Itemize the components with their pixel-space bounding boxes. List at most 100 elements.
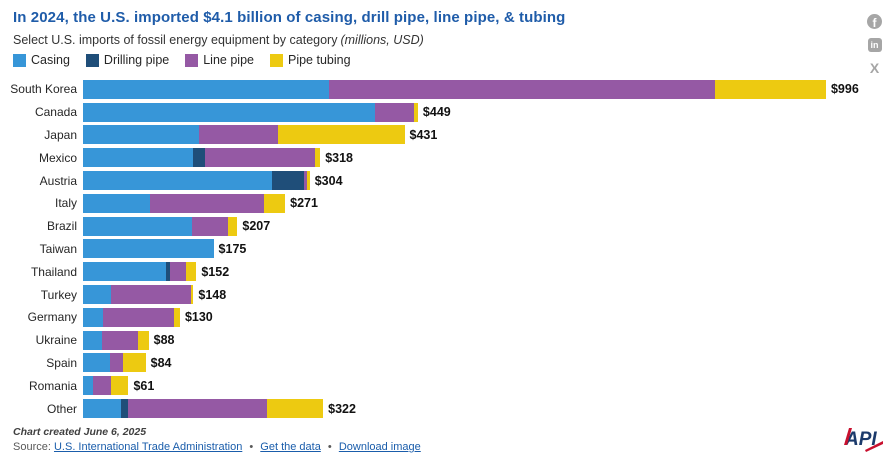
x-twitter-share-icon[interactable]: X (869, 60, 880, 76)
bar-segment[interactable] (191, 285, 194, 305)
legend-item[interactable]: Casing (13, 53, 70, 67)
bar-track (83, 125, 405, 145)
bar-segment[interactable] (109, 353, 123, 373)
bar-value-label: $88 (153, 333, 175, 348)
bar-segment[interactable] (83, 79, 330, 99)
bar-segment[interactable] (277, 125, 405, 145)
bar-segment[interactable] (83, 285, 112, 305)
bar-segment[interactable] (174, 307, 180, 327)
legend-swatch-icon (185, 53, 199, 67)
bar-segment[interactable] (83, 239, 214, 259)
bar-segment[interactable] (329, 79, 715, 99)
bar-segment[interactable] (111, 285, 192, 305)
social-share-bar: f in X (867, 14, 882, 75)
category-label: Germany (27, 310, 77, 325)
chart-title: In 2024, the U.S. imported $4.1 billion … (13, 9, 566, 26)
chart-row: Mexico $318 (0, 146, 891, 169)
bar-segment[interactable] (83, 216, 192, 236)
bar-segment[interactable] (303, 171, 307, 191)
bar-track (83, 330, 149, 350)
linkedin-share-icon[interactable]: in (867, 38, 882, 52)
bar-segment[interactable] (714, 79, 826, 99)
bar-segment[interactable] (150, 193, 264, 213)
download-image-link[interactable]: Download image (338, 441, 421, 453)
bar-segment[interactable] (83, 102, 375, 122)
legend-item[interactable]: Pipe tubing (269, 53, 351, 67)
bar-value-label: $304 (314, 173, 343, 188)
legend-item[interactable]: Drilling pipe (85, 53, 170, 67)
chart-row: Spain $84 (0, 352, 891, 375)
bar-segment[interactable] (83, 148, 194, 168)
bar-segment[interactable] (93, 376, 112, 396)
bar-segment[interactable] (193, 148, 206, 168)
bar-value-label: $449 (422, 105, 451, 120)
legend-label: Casing (31, 53, 70, 67)
source-label: Source: (13, 441, 51, 453)
bar-segment[interactable] (185, 262, 197, 282)
chart-row: Other $322 (0, 397, 891, 420)
bar-segment[interactable] (83, 171, 272, 191)
bar-track (83, 262, 197, 282)
source-line: Source: U.S. International Trade Adminis… (13, 441, 421, 453)
bar-segment[interactable] (83, 307, 104, 327)
bar-segment[interactable] (127, 399, 268, 419)
bar-segment[interactable] (228, 216, 238, 236)
legend-label: Drilling pipe (103, 53, 170, 67)
bar-segment[interactable] (83, 399, 122, 419)
separator-dot: • (249, 441, 254, 453)
category-label: Italy (54, 196, 77, 211)
bar-segment[interactable] (121, 399, 128, 419)
category-label: Other (46, 401, 77, 416)
category-label: Taiwan (39, 241, 77, 256)
bar-track (83, 353, 146, 373)
bar-segment[interactable] (271, 171, 304, 191)
category-label: Romania (28, 378, 77, 393)
bar-segment[interactable] (83, 262, 166, 282)
bar-segment[interactable] (205, 148, 315, 168)
bar-segment[interactable] (83, 193, 151, 213)
legend-item[interactable]: Line pipe (185, 53, 254, 67)
legend-label: Line pipe (203, 53, 254, 67)
category-label: Austria (39, 173, 77, 188)
bar-segment[interactable] (138, 330, 149, 350)
bar-segment[interactable] (263, 193, 286, 213)
bar-segment[interactable] (111, 376, 129, 396)
bar-value-label: $271 (290, 196, 318, 211)
bar-segment[interactable] (267, 399, 324, 419)
bar-value-label: $84 (150, 355, 172, 370)
bar-segment[interactable] (170, 262, 186, 282)
bar-segment[interactable] (191, 216, 229, 236)
bar-track (83, 193, 286, 213)
bar-segment[interactable] (122, 353, 146, 373)
legend: Casing Drilling pipe Line pipe Pipe tubing (13, 53, 351, 67)
bar-segment[interactable] (83, 125, 200, 145)
legend-swatch-icon (85, 53, 99, 67)
category-label: South Korea (10, 82, 77, 97)
bar-segment[interactable] (306, 171, 310, 191)
bar-track (83, 148, 321, 168)
bar-segment[interactable] (314, 148, 321, 168)
category-label: Spain (46, 355, 77, 370)
separator-dot: • (327, 441, 332, 453)
bar-segment[interactable] (414, 102, 418, 122)
get-the-data-link[interactable]: Get the data (260, 441, 321, 453)
bar-segment[interactable] (103, 307, 174, 327)
bar-segment[interactable] (101, 330, 139, 350)
bar-segment[interactable] (374, 102, 415, 122)
bar-segment[interactable] (83, 330, 102, 350)
facebook-share-icon[interactable]: f (867, 14, 882, 29)
chart-row: Turkey $148 (0, 283, 891, 306)
category-label: Turkey (40, 287, 77, 302)
source-link[interactable]: U.S. International Trade Administration (53, 441, 243, 453)
bar-segment[interactable] (199, 125, 278, 145)
bar-track (83, 102, 418, 122)
api-logo-red-stroke (844, 428, 852, 445)
chart-row: Canada $449 (0, 101, 891, 124)
legend-label: Pipe tubing (287, 53, 351, 67)
bar-segment[interactable] (83, 376, 94, 396)
api-logo-red-swoosh (865, 441, 883, 452)
category-label: Ukraine (35, 333, 77, 348)
bar-segment[interactable] (83, 353, 110, 373)
chart-subtitle: Select U.S. imports of fossil energy equ… (13, 33, 424, 47)
bar-segment[interactable] (165, 262, 171, 282)
